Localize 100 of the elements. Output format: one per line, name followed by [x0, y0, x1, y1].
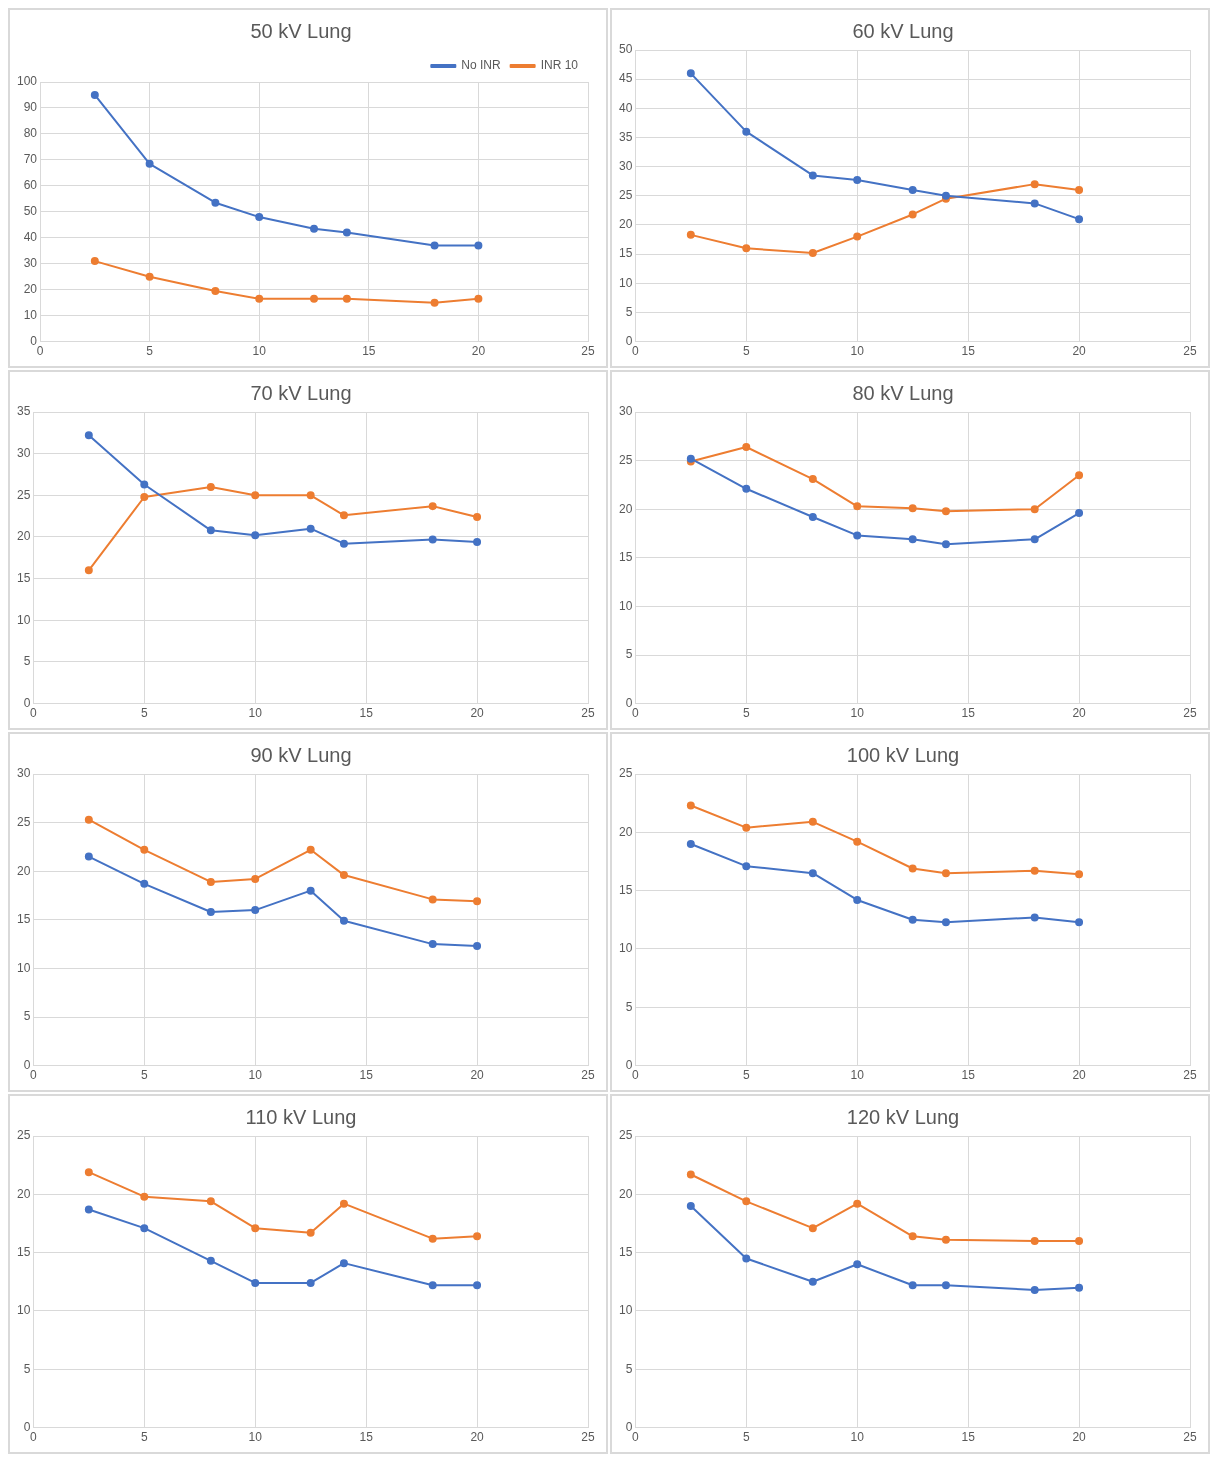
x-tick-label: 10: [248, 1068, 263, 1083]
x-tick-label: 5: [742, 1068, 750, 1083]
y-tick-label: 20: [618, 217, 633, 232]
y-tick-label: 5: [23, 654, 31, 669]
y-tick-label: 0: [625, 695, 633, 710]
x-tick-label: 25: [581, 1068, 595, 1083]
y-tick-label: 45: [618, 71, 633, 86]
chart-title: 120 kV Lung: [846, 1105, 960, 1128]
y-tick-label: 15: [16, 1244, 31, 1259]
y-tick-label: 15: [618, 1244, 633, 1259]
x-tick-label: 20: [1072, 1430, 1087, 1445]
x-tick-label: 20: [471, 344, 486, 359]
chart-title: 90 kV Lung: [250, 743, 352, 766]
x-tick-label: 25: [581, 1430, 595, 1445]
y-tick-label: 0: [625, 1057, 633, 1072]
x-tick-label: 20: [470, 1430, 485, 1445]
y-tick-label: 5: [625, 304, 633, 319]
y-tick-label: 25: [618, 188, 633, 203]
y-tick-label: 15: [618, 882, 633, 897]
chart-title: 110 kV Lung: [245, 1105, 357, 1128]
chart-title: 60 kV Lung: [852, 19, 954, 42]
y-tick-label: 25: [618, 452, 633, 467]
y-tick-label: 5: [625, 647, 633, 662]
x-tick-label: 25: [1183, 344, 1197, 359]
y-tick-label: 70: [23, 152, 38, 167]
x-tick-label: 10: [252, 344, 267, 359]
x-tick-label: 15: [961, 1430, 976, 1445]
y-tick-label: 20: [618, 501, 633, 516]
y-tick-label: 0: [625, 333, 633, 348]
x-tick-label: 5: [140, 1068, 148, 1083]
x-tick-label: 20: [470, 1068, 485, 1083]
x-tick-label: 10: [850, 344, 865, 359]
y-tick-label: 0: [23, 1419, 31, 1434]
y-tick-label: 5: [23, 1361, 31, 1376]
chart-title: 80 kV Lung: [852, 381, 954, 404]
y-tick-label: 0: [23, 695, 31, 710]
y-tick-label: 5: [625, 1361, 633, 1376]
y-tick-label: 40: [618, 100, 633, 115]
x-tick-label: 15: [359, 1430, 374, 1445]
y-tick-label: 50: [618, 42, 633, 57]
x-tick-label: 20: [1072, 706, 1087, 721]
y-tick-label: 10: [618, 1303, 633, 1318]
x-tick-label: 25: [1183, 706, 1197, 721]
y-tick-label: 20: [16, 863, 31, 878]
x-tick-label: 25: [581, 706, 595, 721]
x-tick-label: 5: [140, 706, 148, 721]
y-tick-label: 15: [16, 570, 31, 585]
y-tick-label: 30: [618, 158, 633, 173]
y-tick-label: 10: [16, 612, 31, 627]
x-tick-label: 25: [1183, 1068, 1197, 1083]
x-tick-label: 5: [742, 1430, 750, 1445]
x-tick-label: 20: [1072, 344, 1087, 359]
y-tick-label: 20: [16, 529, 31, 544]
x-tick-label: 15: [359, 706, 374, 721]
y-tick-label: 90: [23, 100, 38, 115]
y-tick-label: 0: [625, 1419, 633, 1434]
y-tick-label: 30: [618, 404, 633, 419]
y-tick-label: 30: [16, 445, 31, 460]
x-tick-label: 5: [742, 706, 750, 721]
y-tick-label: 40: [23, 230, 38, 245]
y-tick-label: 35: [16, 404, 31, 419]
y-tick-label: 10: [618, 275, 633, 290]
y-tick-label: 10: [618, 598, 633, 613]
y-tick-label: 25: [618, 1128, 633, 1143]
y-tick-label: 20: [16, 1186, 31, 1201]
legend-label: INR 10: [540, 58, 579, 73]
y-tick-label: 20: [618, 1186, 633, 1201]
y-tick-label: 0: [30, 333, 38, 348]
x-tick-label: 10: [850, 706, 865, 721]
x-tick-label: 15: [961, 344, 976, 359]
x-tick-label: 15: [961, 706, 976, 721]
x-tick-label: 25: [581, 344, 595, 359]
y-tick-label: 5: [625, 999, 633, 1014]
y-tick-label: 20: [618, 824, 633, 839]
y-tick-label: 15: [618, 246, 633, 261]
x-tick-label: 15: [359, 1068, 374, 1083]
chart-title: 70 kV Lung: [250, 381, 352, 404]
y-tick-label: 0: [23, 1057, 31, 1072]
x-tick-label: 25: [1183, 1430, 1197, 1445]
chart-title: 50 kV Lung: [250, 19, 352, 42]
x-tick-label: 10: [248, 1430, 263, 1445]
y-tick-label: 35: [618, 129, 633, 144]
y-tick-label: 25: [16, 1128, 31, 1143]
x-tick-label: 5: [146, 344, 154, 359]
x-tick-label: 10: [248, 706, 263, 721]
chart-title: 100 kV Lung: [846, 743, 960, 766]
y-tick-label: 80: [23, 126, 38, 141]
y-tick-label: 10: [23, 307, 38, 322]
x-tick-label: 10: [850, 1068, 865, 1083]
y-tick-label: 15: [16, 912, 31, 927]
x-tick-label: 5: [742, 344, 750, 359]
y-tick-label: 15: [618, 550, 633, 565]
y-tick-label: 50: [23, 204, 38, 219]
y-tick-label: 20: [23, 281, 38, 296]
y-tick-label: 10: [16, 1303, 31, 1318]
y-tick-label: 60: [23, 178, 38, 193]
y-tick-label: 25: [16, 814, 31, 829]
legend-label: No INR: [461, 58, 501, 73]
x-tick-label: 20: [470, 706, 485, 721]
x-tick-label: 15: [961, 1068, 976, 1083]
